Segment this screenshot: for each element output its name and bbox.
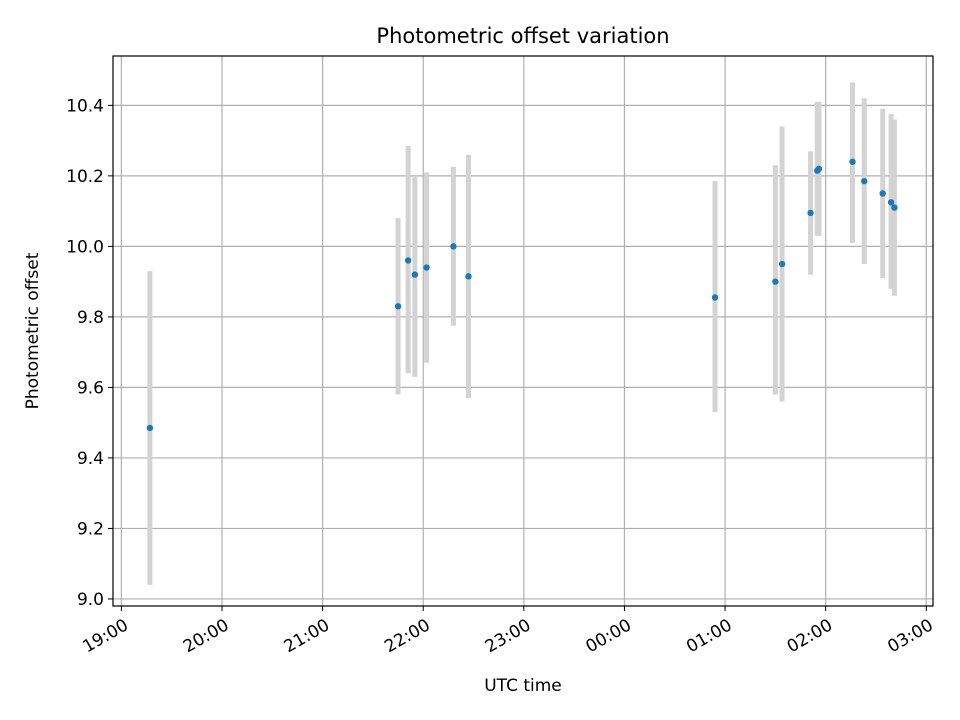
x-tick-label: 01:00 (683, 615, 735, 657)
x-tick-label: 19:00 (79, 615, 131, 657)
y-tick-label: 9.8 (77, 308, 104, 328)
data-point (465, 273, 472, 280)
x-axis-ticks: 19:00 20:00 21:00 22:00 23:00 00:00 01:00 02:00… (79, 606, 937, 657)
data-point (450, 243, 457, 250)
y-tick-label: 9.2 (77, 519, 104, 539)
y-axis-ticks: 9.0 9.2 9.4 9.6 9.8 10.0 10.2 10.4 (66, 96, 113, 610)
y-tick-label: 9.4 (77, 449, 104, 469)
data-point (404, 257, 412, 264)
y-tick-label: 9.6 (77, 378, 104, 398)
plot-frame (112, 55, 934, 607)
y-tick-label: 10.2 (66, 167, 104, 187)
x-tick-label: 02:00 (784, 615, 836, 657)
data-point (423, 264, 430, 271)
data-point (146, 424, 154, 432)
data-point (849, 158, 856, 165)
y-tick-label: 10.0 (66, 237, 104, 257)
data-point (815, 165, 823, 173)
x-tick-label: 03:00 (884, 615, 936, 657)
y-axis-label: Photometric offset (23, 252, 43, 409)
data-points (146, 158, 898, 432)
data-point (891, 204, 898, 211)
error-bars (147, 82, 897, 585)
data-point (861, 177, 868, 185)
y-tick-label: 10.4 (66, 96, 104, 116)
data-point (778, 260, 786, 268)
x-tick-label: 00:00 (583, 615, 635, 657)
x-axis-label: UTC time (484, 676, 562, 696)
data-point (411, 271, 419, 278)
data-point (807, 209, 814, 217)
x-tick-label: 20:00 (180, 615, 232, 657)
data-point (711, 294, 719, 301)
x-tick-label: 22:00 (381, 615, 433, 657)
data-point (879, 190, 886, 197)
x-tick-label: 23:00 (482, 615, 534, 657)
y-tick-label: 9.0 (77, 590, 104, 610)
x-tick-label: 21:00 (281, 615, 333, 657)
data-point (394, 303, 402, 310)
chart-title: Photometric offset variation (376, 24, 669, 48)
data-point (887, 199, 895, 206)
grid (113, 56, 933, 606)
data-point (772, 278, 779, 285)
